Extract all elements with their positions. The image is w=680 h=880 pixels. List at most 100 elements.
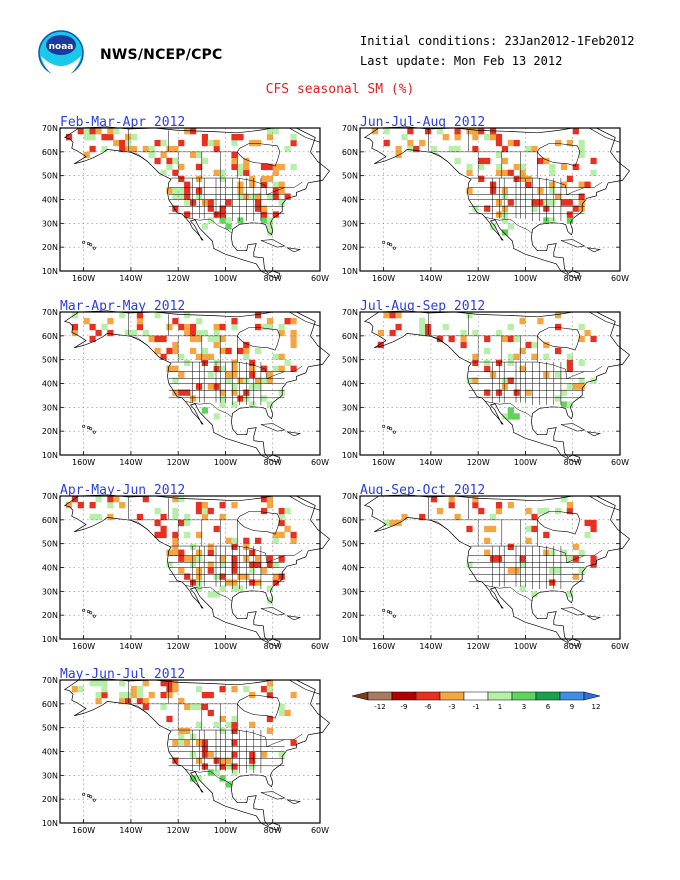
- legend-tick: -3: [449, 703, 456, 711]
- lon-label: 80W: [564, 458, 582, 467]
- hudson-bay-coast: [236, 511, 281, 535]
- svg-text:noaa: noaa: [49, 42, 74, 52]
- legend-swatch: [559, 691, 585, 701]
- panel-map: 70N 60N 50N 40N 30N 20N 10N 160W 140W 120W 100W 80W…: [42, 492, 330, 651]
- lon-label: 100W: [214, 274, 237, 283]
- hudson-bay-coast: [536, 511, 581, 535]
- lat-label: 20N: [342, 611, 358, 620]
- panel-title: Jun-Jul-Aug 2012: [360, 115, 486, 130]
- lon-label: 160W: [72, 642, 95, 651]
- lat-label: 20N: [42, 243, 58, 252]
- lon-label: 160W: [372, 642, 395, 651]
- lat-label: 50N: [342, 540, 358, 549]
- lat-label: 60N: [42, 516, 58, 525]
- sm-anomaly-cells: [65, 496, 297, 604]
- map-panel-7: May-Jun-Jul 2012 70N 60N 50N 40N 30N 20N 10N 16…: [36, 667, 336, 845]
- panel-title: Mar-Apr-May 2012: [60, 299, 186, 314]
- lat-label: 50N: [42, 724, 58, 733]
- panel-title: Aug-Sep-Oct 2012: [360, 483, 486, 498]
- lat-label: 30N: [342, 587, 358, 596]
- lat-label: 50N: [42, 356, 58, 365]
- lat-label: 30N: [42, 771, 58, 780]
- agency-name: NWS/NCEP/CPC: [100, 47, 223, 63]
- lat-label: 20N: [42, 795, 58, 804]
- hudson-bay-coast: [536, 143, 581, 167]
- lon-label: 60W: [311, 826, 329, 835]
- lat-label: 70N: [342, 124, 358, 133]
- map-panel-6: Aug-Sep-Oct 2012 70N 60N 50N 40N 30N 20N 10N 16…: [336, 483, 636, 661]
- lat-label: 30N: [42, 587, 58, 596]
- lat-label: 60N: [42, 148, 58, 157]
- lon-label: 60W: [611, 458, 629, 467]
- hudson-bay-coast: [236, 143, 281, 167]
- lat-label: 20N: [42, 427, 58, 436]
- political-borders: [428, 312, 603, 418]
- lat-label: 70N: [42, 676, 58, 685]
- lat-label: 50N: [342, 356, 358, 365]
- lon-label: 120W: [467, 458, 490, 467]
- lon-label: 60W: [311, 274, 329, 283]
- lat-label: 60N: [342, 516, 358, 525]
- lat-label: 70N: [342, 308, 358, 317]
- lat-label: 30N: [342, 219, 358, 228]
- graticule: [60, 680, 320, 823]
- sm-anomaly-cells: [65, 128, 297, 236]
- legend-tick: 3: [522, 703, 526, 711]
- lon-label: 140W: [119, 274, 142, 283]
- lat-label: 30N: [42, 403, 58, 412]
- lon-label: 120W: [167, 642, 190, 651]
- lat-label: 70N: [42, 124, 58, 133]
- lon-label: 100W: [514, 274, 537, 283]
- lon-label: 140W: [119, 826, 142, 835]
- lon-label: 120W: [167, 826, 190, 835]
- lon-label: 120W: [467, 642, 490, 651]
- lon-label: 60W: [611, 274, 629, 283]
- panel-title: Feb-Mar-Apr 2012: [60, 115, 186, 130]
- lat-label: 10N: [42, 451, 58, 460]
- lat-label: 60N: [342, 148, 358, 157]
- legend-tick: 6: [546, 703, 551, 711]
- panel-map: 70N 60N 50N 40N 30N 20N 10N 160W 140W 120W 100W 80W…: [342, 124, 630, 283]
- lon-label: 80W: [564, 274, 582, 283]
- sm-anomaly-cells: [71, 312, 297, 420]
- lat-label: 10N: [42, 267, 58, 276]
- lon-label: 80W: [264, 274, 282, 283]
- lon-label: 60W: [311, 458, 329, 467]
- sm-anomaly-cells: [71, 680, 297, 788]
- lon-label: 80W: [264, 458, 282, 467]
- legend-swatch: [535, 691, 561, 701]
- lat-label: 40N: [42, 380, 58, 389]
- lat-label: 30N: [342, 403, 358, 412]
- lat-label: 20N: [42, 611, 58, 620]
- panel-title: May-Jun-Jul 2012: [60, 667, 186, 682]
- lat-label: 10N: [42, 819, 58, 828]
- legend-swatch: [487, 691, 513, 701]
- lat-label: 50N: [42, 540, 58, 549]
- legend-arrow-left: [351, 691, 369, 701]
- lat-label: 50N: [342, 172, 358, 181]
- lon-label: 100W: [214, 642, 237, 651]
- lat-label: 40N: [342, 564, 358, 573]
- hudson-bay-coast: [236, 695, 281, 719]
- lat-label: 50N: [42, 172, 58, 181]
- main-title: CFS seasonal SM (%): [265, 82, 415, 97]
- lat-label: 10N: [342, 635, 358, 644]
- panel-title: Jul-Aug-Sep 2012: [360, 299, 486, 314]
- graticule: [360, 128, 620, 271]
- panel-map: 70N 60N 50N 40N 30N 20N 10N 160W 140W 120W 100W 80W…: [42, 676, 330, 835]
- lon-label: 60W: [311, 642, 329, 651]
- lon-label: 140W: [419, 458, 442, 467]
- lat-label: 40N: [42, 748, 58, 757]
- lon-label: 120W: [167, 274, 190, 283]
- map-panel-1: Feb-Mar-Apr 2012 70N 60N 50N 40N 30N 20N 10N 16…: [36, 115, 336, 293]
- lat-label: 60N: [42, 700, 58, 709]
- map-panel-5: Apr-May-Jun 2012 70N 60N 50N 40N 30N 20N 10N 16…: [36, 483, 336, 661]
- graticule: [360, 496, 620, 639]
- panel-map: 70N 60N 50N 40N 30N 20N 10N 160W 140W 120W 100W 80W…: [342, 308, 630, 467]
- lon-label: 140W: [119, 642, 142, 651]
- hudson-bay-coast: [236, 327, 281, 351]
- graticule: [360, 312, 620, 455]
- lon-label: 80W: [264, 642, 282, 651]
- lat-label: 70N: [42, 308, 58, 317]
- graticule: [60, 496, 320, 639]
